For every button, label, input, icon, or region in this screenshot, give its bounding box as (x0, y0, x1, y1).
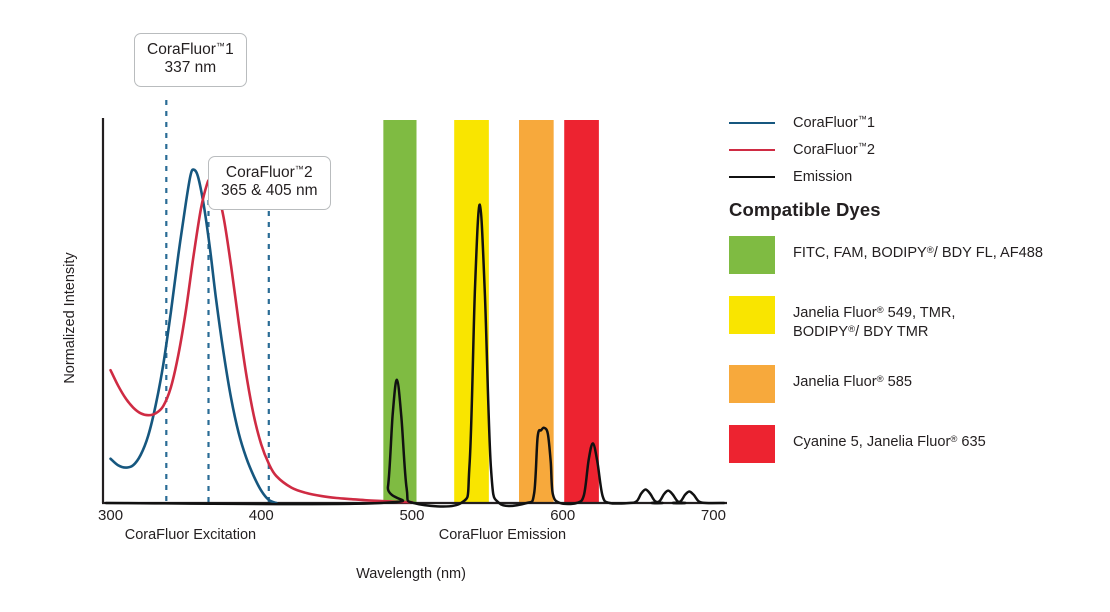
red-band (564, 120, 599, 503)
axis-region-label-excitation: CoraFluor Excitation (124, 527, 257, 543)
dye-row-1: Janelia Fluor® 549, TMR, BODIPY®/ BDY TMR (729, 296, 1104, 343)
compatible-dyes-title: Compatible Dyes (729, 199, 881, 220)
callout-corafluor1: CoraFluor™1 337 nm (134, 33, 247, 87)
dye-row-0: FITC, FAM, BODIPY®/ BDY FL, AF488 (729, 236, 1104, 274)
callout-corafluor1-line2: 337 nm (164, 59, 217, 77)
series-legend: CoraFluor™1 CoraFluor™2 Emission (729, 109, 1104, 190)
x-tick-300: 300 (98, 507, 124, 524)
legend-line-swatch-1 (729, 148, 775, 151)
legend-label-1: CoraFluor™2 (793, 141, 875, 158)
dye-label-2: Janelia Fluor® 585 (793, 365, 912, 392)
legend-label-0: CoraFluor™1 (793, 114, 875, 131)
dye-label-1: Janelia Fluor® 549, TMR, BODIPY®/ BDY TMR (793, 296, 955, 343)
dye-color-swatch-2 (729, 364, 775, 403)
legend-label-suffix-0: 1 (866, 115, 876, 131)
legend-label-base-1: CoraFluor (793, 142, 858, 158)
curve-corafluor1 (109, 168, 278, 505)
dye-label-1-line2: BODIPY®/ BDY TMR (793, 324, 929, 341)
x-axis-title: Wavelength (nm) (356, 566, 466, 582)
spectra-plot (101, 100, 727, 508)
x-tick-600: 600 (550, 507, 576, 524)
dye-color-swatch-0 (729, 236, 775, 274)
x-tick-500: 500 (399, 507, 425, 524)
dye-label-0: FITC, FAM, BODIPY®/ BDY FL, AF488 (793, 236, 1043, 263)
legend-label-tm-0: ™ (857, 114, 867, 124)
dye-row-2: Janelia Fluor® 585 (729, 364, 1104, 403)
legend-row-0: CoraFluor™1 (729, 109, 1104, 136)
x-tick-700: 700 (700, 507, 726, 524)
dye-label-3: Cyanine 5, Janelia Fluor® 635 (793, 425, 986, 452)
curve-emission (104, 203, 726, 508)
dye-row-3: Cyanine 5, Janelia Fluor® 635 (729, 424, 1104, 463)
legend-label-base-2: Emission (793, 168, 853, 185)
legend-label-base-0: CoraFluor (793, 115, 858, 131)
dye-label-2-line1: Janelia Fluor® 585 (793, 373, 912, 390)
dye-label-3-line1: Cyanine 5, Janelia Fluor® 635 (793, 433, 986, 450)
axis-region-label-emission: CoraFluor Emission (438, 527, 567, 543)
legend-label-suffix-1: 2 (866, 142, 876, 158)
callout-corafluor1-line1: CoraFluor™1 (147, 41, 234, 58)
callout-corafluor2-line1: CoraFluor™2 (225, 164, 313, 181)
curve-corafluor2 (109, 178, 414, 504)
callout-corafluor2: CoraFluor™2 365 & 405 nm (208, 156, 331, 210)
x-tick-400: 400 (248, 507, 274, 524)
legend-label-2: Emission (793, 169, 852, 185)
legend-line-swatch-0 (729, 121, 775, 124)
dye-color-swatch-3 (729, 424, 775, 463)
dye-label-1-line1: Janelia Fluor® 549, TMR, (793, 305, 956, 321)
legend-label-tm-1: ™ (857, 141, 867, 151)
compatible-dyes-list: FITC, FAM, BODIPY®/ BDY FL, AF488 Janelia… (729, 236, 1104, 485)
y-axis-title: Normalized Intensity (62, 252, 78, 384)
green-band (383, 120, 417, 503)
dye-color-swatch-1 (729, 296, 775, 334)
plot-canvas (101, 100, 727, 508)
callout-corafluor2-line2: 365 & 405 nm (221, 182, 318, 200)
legend-row-1: CoraFluor™2 (729, 136, 1104, 163)
legend-line-swatch-2 (729, 175, 775, 178)
legend-row-2: Emission (729, 163, 1104, 190)
dye-label-0-line1: FITC, FAM, BODIPY®/ BDY FL, AF488 (793, 245, 1044, 261)
